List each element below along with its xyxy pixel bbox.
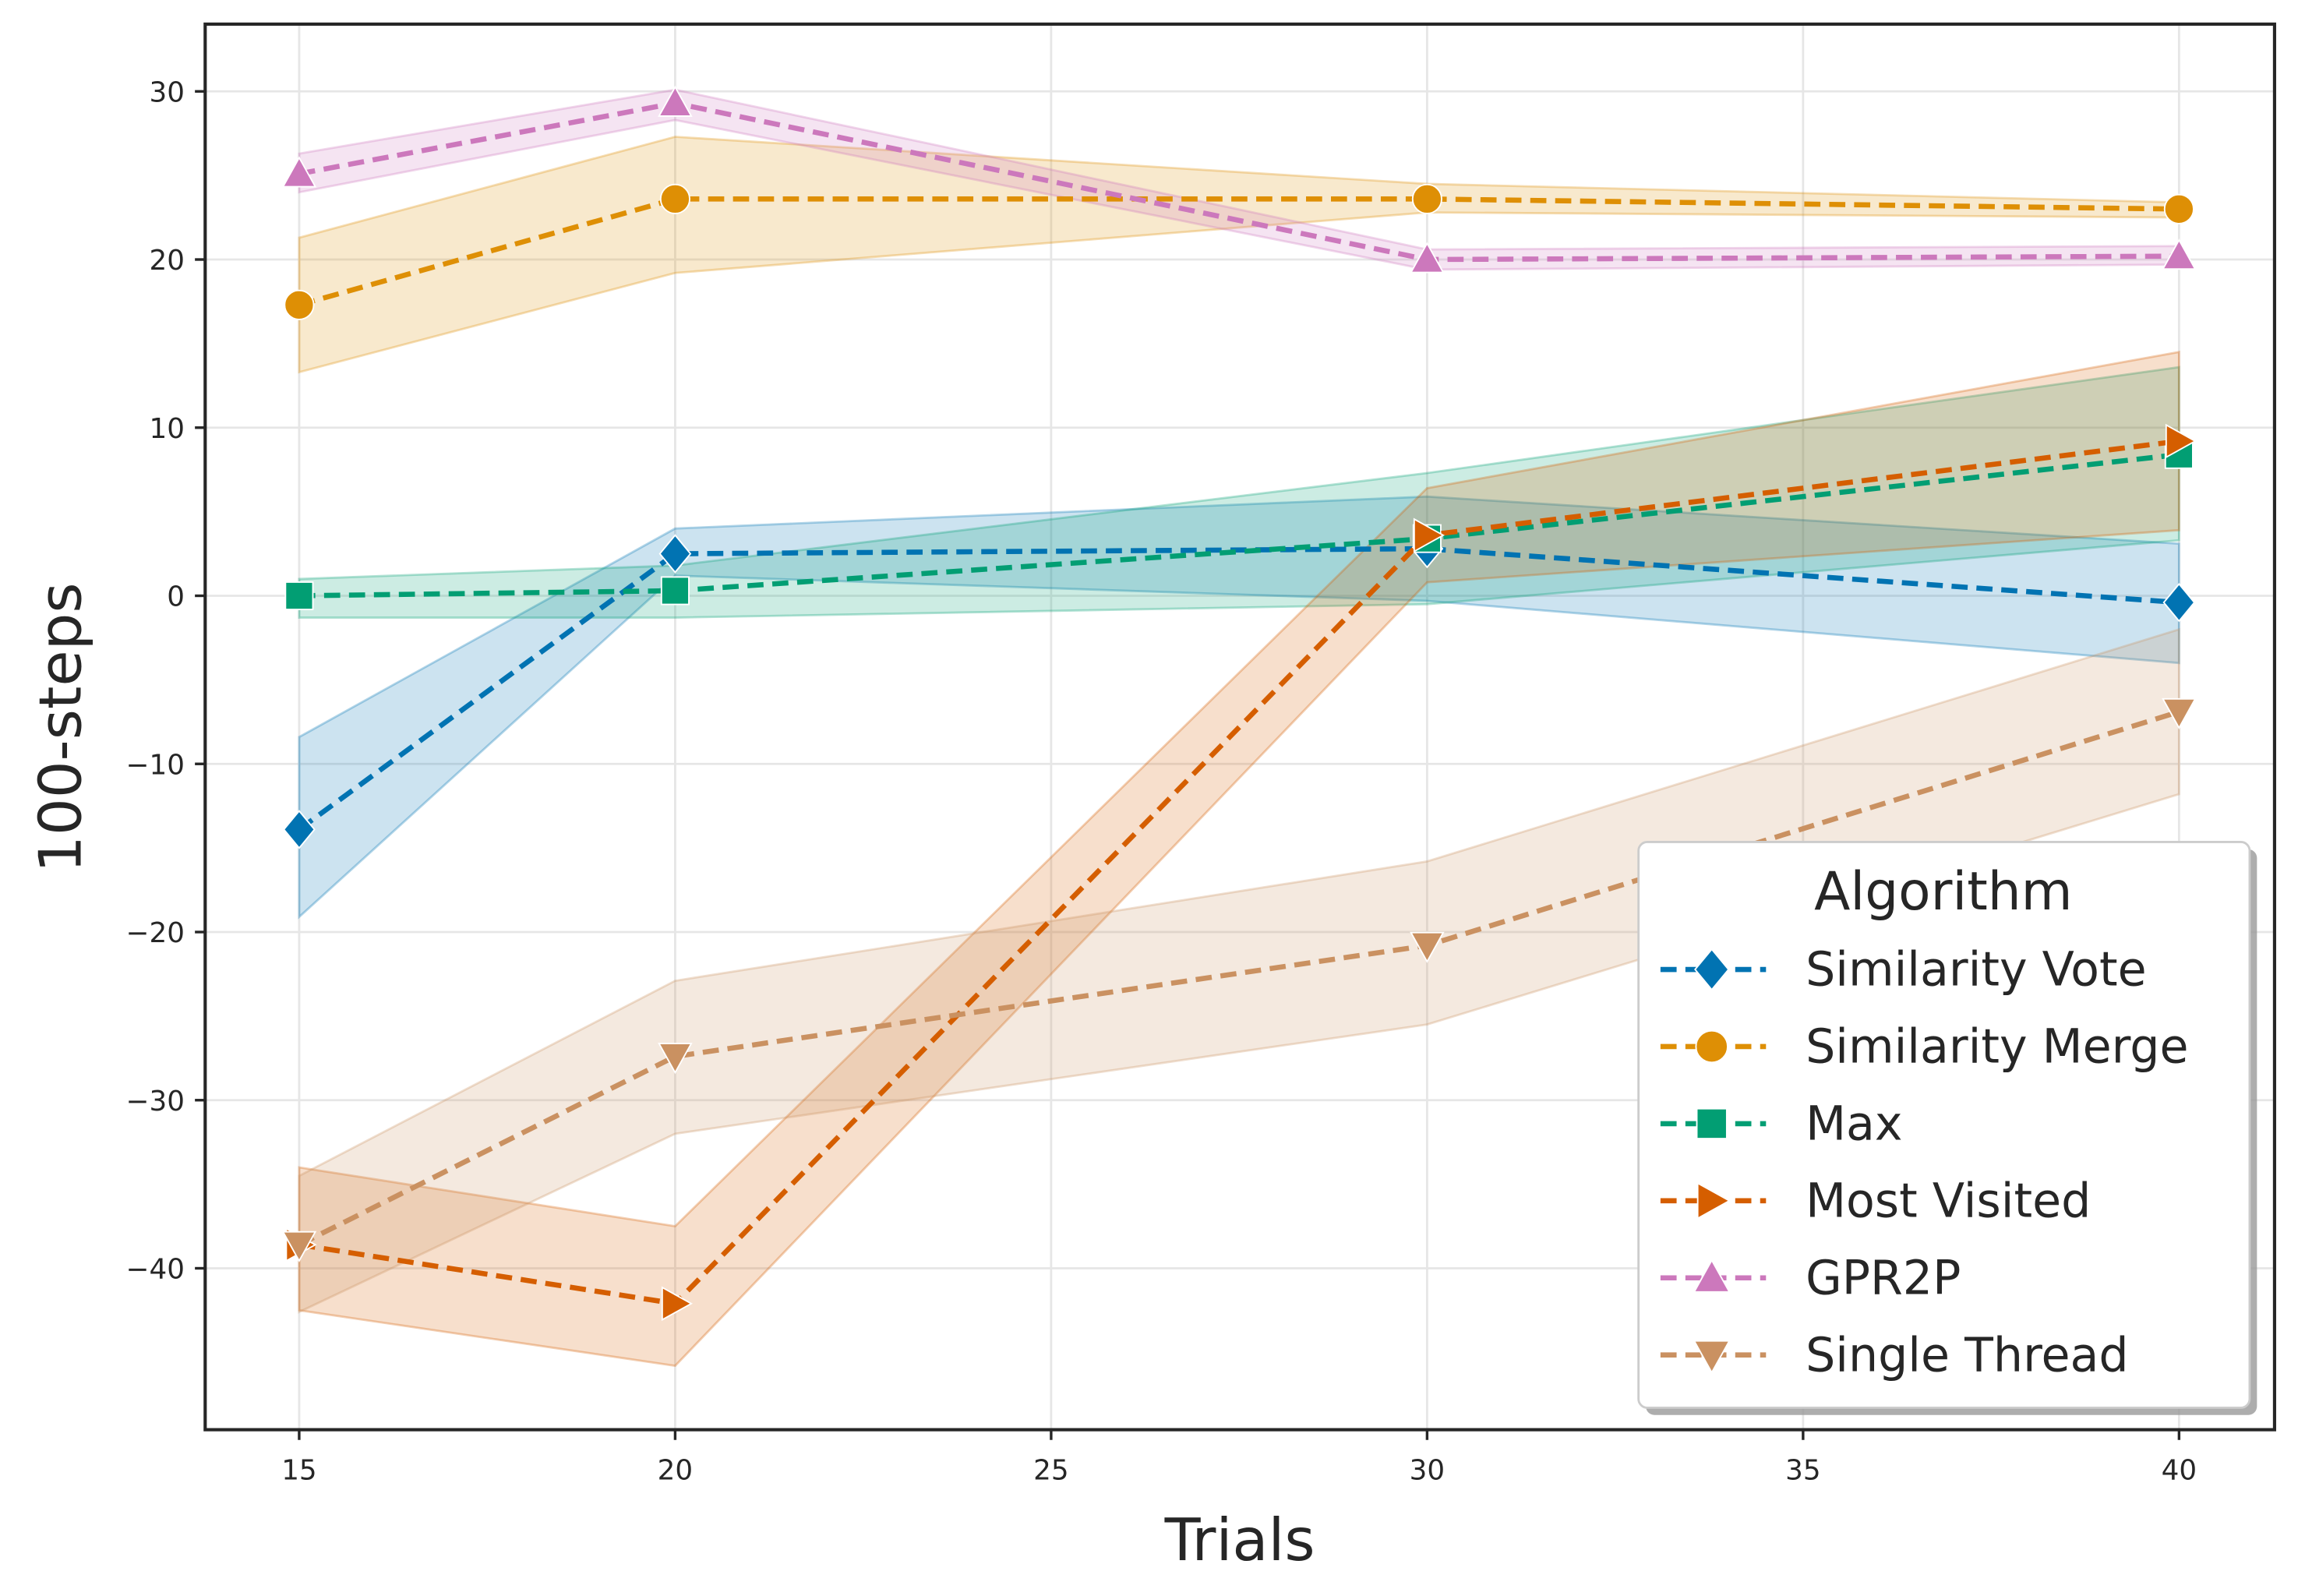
x-tick-label: 40: [2162, 1455, 2197, 1487]
legend-item: Similarity Vote: [1660, 943, 2147, 998]
series-line: [298, 709, 2180, 1248]
series-line: [298, 438, 2180, 1307]
x-tick-label: 30: [1410, 1455, 1445, 1487]
data-point: [281, 1231, 317, 1262]
data-point: [2162, 697, 2197, 729]
legend-label: Single Thread: [1806, 1328, 2129, 1382]
data-point: [658, 534, 692, 574]
data-point: [658, 1043, 693, 1075]
legend-marker: [1696, 1107, 1728, 1140]
data-point: [661, 1286, 694, 1322]
y-tick-label: −20: [126, 917, 185, 949]
data-point: [1410, 242, 1445, 274]
legend-label: Most Visited: [1806, 1174, 2091, 1229]
legend-marker: [1693, 1340, 1731, 1375]
legend-title: Algorithm: [1814, 860, 2073, 922]
y-tick-label: 0: [167, 581, 185, 613]
data-point: [2162, 238, 2197, 270]
legend-marker: [1694, 948, 1730, 991]
x-axis-label: Trials: [1164, 1506, 1315, 1574]
x-tick-label: 20: [658, 1455, 693, 1487]
legend-item: GPR2P: [1660, 1251, 1961, 1305]
legend: Algorithm Similarity Vote Similarity Merg…: [1637, 841, 2257, 1415]
data-point: [281, 156, 317, 188]
series-line: [298, 101, 2180, 263]
y-tick-label: −10: [126, 749, 185, 781]
confidence-band: [298, 627, 2180, 1314]
legend-label: GPR2P: [1806, 1251, 1961, 1305]
confidence-bands: [298, 88, 2180, 1368]
data-point: [2162, 582, 2196, 623]
data-point: [1411, 183, 1442, 214]
legend-marker: [1693, 1259, 1731, 1293]
plot-frame: [203, 22, 2276, 1432]
data-point: [2165, 423, 2197, 459]
series-lines: [281, 85, 2197, 1322]
legend-item: Most Visited: [1660, 1174, 2091, 1229]
y-tick-label: 20: [150, 245, 185, 277]
series-line: [298, 452, 2180, 598]
legend-item: Max: [1660, 1097, 1902, 1152]
x-tick-label: 15: [281, 1455, 316, 1487]
data-point: [284, 581, 314, 611]
y-axis-label: 100-steps: [26, 582, 94, 873]
y-tick-label: 10: [150, 413, 185, 445]
data-point: [284, 289, 315, 320]
data-point: [2163, 193, 2194, 224]
legend-label: Similarity Vote: [1806, 943, 2147, 998]
y-tick-label: 30: [150, 76, 185, 108]
legend-marker: [1696, 1181, 1731, 1220]
legend-item: Single Thread: [1660, 1328, 2129, 1382]
data-point: [283, 810, 316, 849]
series-line: [297, 546, 2180, 832]
legend-label: Max: [1806, 1097, 1902, 1152]
legend-marker: [1695, 1029, 1728, 1064]
x-tick-label: 25: [1033, 1455, 1068, 1487]
confidence-band: [298, 350, 2180, 1368]
data-point: [659, 183, 690, 214]
data-point: [660, 576, 690, 606]
y-tick-label: −30: [126, 1086, 185, 1118]
ticks: 15 20 25 30 35 40 −40 −30 −20 −10 0 10 20 30: [126, 76, 2197, 1486]
x-tick-label: 35: [1785, 1455, 1820, 1487]
confidence-band: [298, 495, 2180, 920]
legend-item: Similarity Merge: [1660, 1020, 2189, 1075]
y-tick-label: −40: [126, 1254, 185, 1286]
data-point: [1413, 517, 1446, 553]
data-point: [1410, 931, 1445, 963]
legend-label: Similarity Merge: [1806, 1020, 2188, 1075]
data-point: [658, 85, 693, 117]
